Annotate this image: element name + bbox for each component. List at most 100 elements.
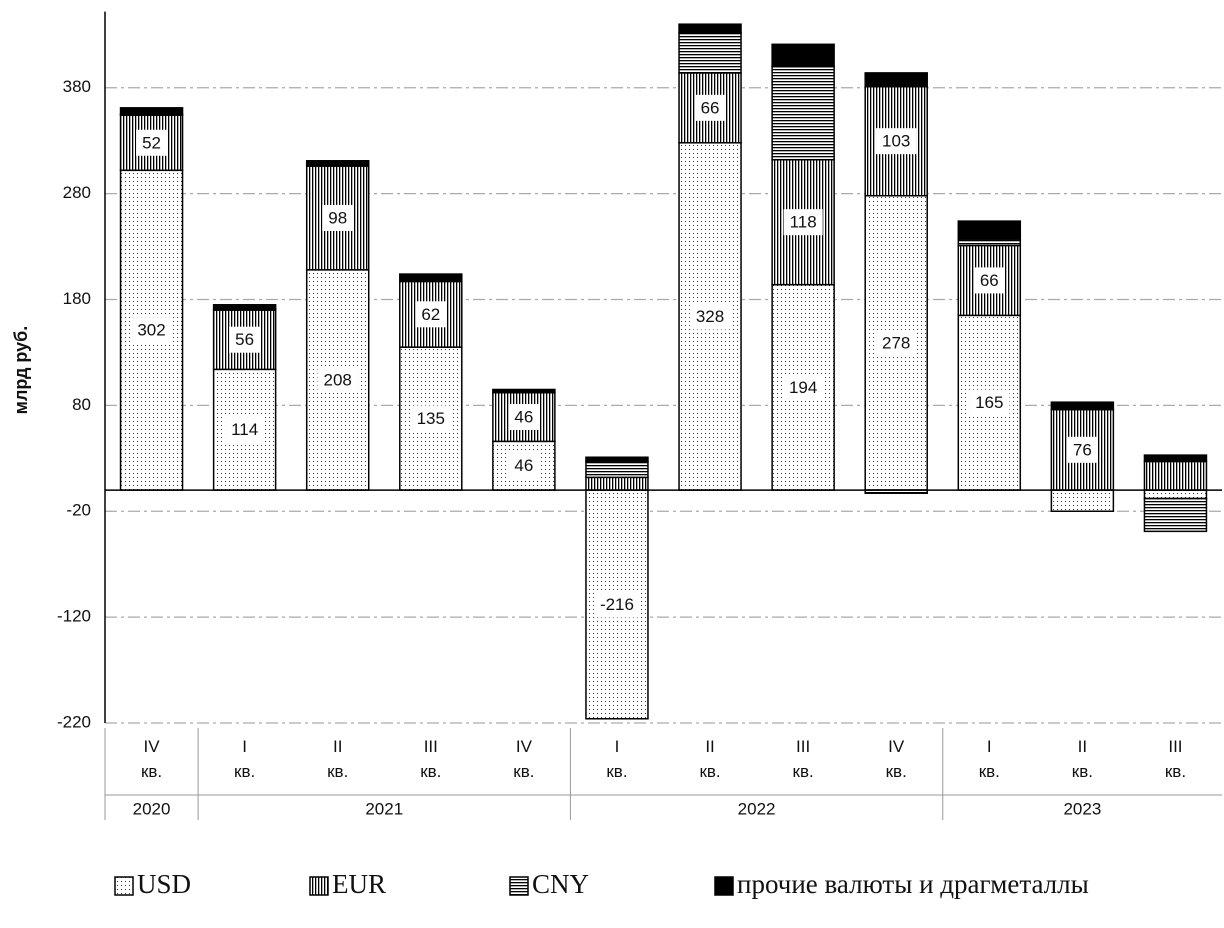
x-tick-label-line: I [615,737,620,756]
x-tick-label-line: кв. [327,762,348,781]
x-tick-label-line: IV [516,737,533,756]
data-label-box [136,129,168,156]
data-label-text: 278 [882,333,910,352]
bar-segment [212,304,277,310]
data-label: 135 [410,405,451,432]
data-label-text: 165 [975,393,1003,412]
x-tick-label-line: III [1168,737,1182,756]
data-label-box [973,267,1005,294]
data-label: 66 [973,267,1005,294]
y-tick-label: -220 [57,712,91,731]
y-tick-label: -20 [66,501,91,520]
data-label-text: 46 [514,407,533,426]
legend-label: CNY [532,869,589,899]
x-tick-label-line: I [242,737,247,756]
x-tick-label: IV кв. [513,737,534,781]
bar-segment [957,220,1022,240]
legend-swatch [309,876,329,896]
legend-swatch [509,876,529,896]
x-tick-label-line: II [705,737,714,756]
data-label-box [415,301,447,328]
x-tick-label: II кв. [699,737,720,781]
x-tick-label-line: кв. [793,762,814,781]
data-label: 278 [876,329,917,356]
bar-segment [1143,460,1208,491]
data-label: 118 [783,209,823,236]
data-label: 114 [225,416,265,443]
bar-segment [1143,497,1208,533]
data-label-box [225,416,265,443]
x-group-label: 2022 [738,799,776,818]
bar-segment [1143,454,1208,463]
data-label: 103 [876,128,917,155]
data-label: 46 [508,452,540,479]
bar-segment [678,31,742,74]
data-label-text: 118 [790,213,817,232]
data-label-text: 98 [328,208,347,227]
y-axis-label: млрд руб. [11,326,31,415]
x-tick-label: II кв. [1072,737,1093,781]
x-group-label: 2021 [365,799,403,818]
bar-segment [1050,489,1115,512]
x-tick-label: III кв. [793,737,814,781]
y-tick-label: -120 [57,607,91,626]
x-tick-label-line: кв. [141,762,162,781]
x-tick-label-line: кв. [979,762,1000,781]
bar-segment [771,158,835,286]
data-label-box [876,128,917,155]
bar-segment [585,456,649,463]
x-tick-label-line: кв. [513,762,534,781]
legend-label: EUR [332,869,386,899]
legend-label: прочие валюты и драгметаллы [737,869,1089,899]
data-label-text: 103 [882,132,910,151]
x-tick-label-line: кв. [1072,762,1093,781]
bar-segment [1143,489,1208,500]
y-tick-label: 80 [72,395,91,414]
legend-swatch [714,876,734,896]
data-label-text: 66 [701,98,720,117]
data-label: 46 [508,404,540,431]
data-label: 76 [1066,436,1098,463]
legend-label: USD [137,869,191,899]
data-label: 62 [415,301,447,328]
x-tick-label-line: II [333,737,342,756]
x-tick-label: III кв. [420,737,441,781]
x-tick-label-line: кв. [886,762,907,781]
data-label-box [317,366,358,393]
x-tick-label-line: кв. [420,762,441,781]
bar-segment [864,72,928,88]
bar-segment [492,388,556,394]
data-label: 56 [229,326,261,353]
data-label-box [410,405,451,432]
x-tick-label: IV кв. [886,737,907,781]
data-label: 165 [969,389,1010,416]
data-label-box [131,317,172,344]
x-tick-label-line: кв. [606,762,627,781]
x-tick-label: II кв. [327,737,348,781]
x-group-label: 2020 [133,799,171,818]
data-label: 208 [317,366,358,393]
data-label-box [322,204,354,231]
data-label: 52 [136,129,168,156]
data-label-box [783,209,823,236]
bar-segment [119,107,184,115]
data-label-text: 76 [1073,440,1092,459]
data-label-box [1066,436,1098,463]
bar-segment [1050,401,1115,411]
data-label-box [969,389,1010,416]
legend-swatch [114,876,134,896]
x-tick-label-line: IV [144,737,161,756]
data-label: 98 [322,204,354,231]
x-tick-label-line: IV [888,737,905,756]
data-label-text: 46 [514,456,533,475]
data-label-text: 208 [324,370,352,389]
x-tick-label-line: кв. [234,762,255,781]
y-tick-label: 280 [63,183,91,202]
data-label-box [508,452,540,479]
data-label-text: 62 [421,305,440,324]
data-label-text: 135 [417,409,445,428]
data-label-box [689,303,731,330]
data-label-box [694,94,726,121]
